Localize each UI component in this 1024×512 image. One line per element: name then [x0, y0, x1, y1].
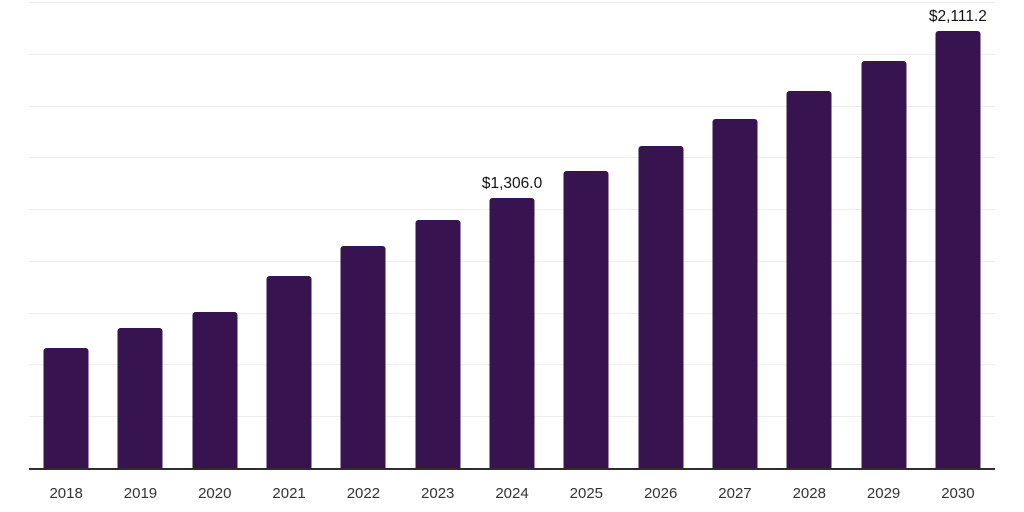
x-tick-label-2030: 2030 [941, 485, 975, 502]
x-tick-label-2028: 2028 [792, 485, 826, 502]
bar-slot-2027 [698, 2, 772, 468]
gridline-2000 [29, 53, 995, 55]
bar-2019 [117, 328, 163, 468]
bar-2020 [192, 311, 238, 468]
x-tick-label-2025: 2025 [569, 485, 604, 502]
bar-2024 [489, 197, 535, 468]
x-tick-label-2026: 2026 [643, 485, 678, 502]
bar-2021 [266, 276, 312, 468]
bar-slot-2028 [772, 2, 846, 468]
x-tick-label-2027: 2027 [718, 485, 752, 502]
x-tick-label-2022: 2022 [346, 485, 381, 502]
bar-slot-2025 [549, 2, 623, 468]
bar-value-label-2030: $2,111.2 [928, 7, 987, 25]
gridline-1500 [29, 157, 995, 159]
x-tick-label-2023: 2023 [421, 485, 455, 502]
bar-2030 [935, 30, 981, 468]
bar-2028 [786, 91, 832, 468]
bar-slot-2022 [326, 2, 400, 468]
bar-slot-2021 [252, 2, 326, 468]
x-tick-label-2018: 2018 [49, 485, 83, 502]
bar-slot-2018 [29, 2, 103, 468]
bar-2026 [638, 145, 684, 468]
x-tick-label-2021: 2021 [272, 485, 306, 502]
bar-slot-2023 [401, 2, 475, 468]
x-tick-label-2020: 2020 [198, 485, 232, 502]
x-axis: 2018 2019 2020 2021 2022 2023 2024 2025 2026 2027… [29, 484, 995, 504]
bar-slot-2024: $1,306.0 [475, 2, 549, 468]
bar-value-label-2024: $1,306.0 [481, 174, 543, 192]
bar-2025 [563, 170, 609, 468]
bar-2018 [43, 348, 89, 468]
gridline-1750 [29, 105, 995, 107]
bar-2023 [415, 219, 461, 468]
bar-2022 [340, 246, 386, 468]
bar-2029 [861, 60, 907, 468]
plot-area: $1,306.0 $2,111.2 [29, 2, 995, 470]
bar-slot-2019 [103, 2, 177, 468]
x-tick-label-2024: 2024 [495, 485, 529, 502]
bar-slot-2026 [624, 2, 698, 468]
gridline-2250 [29, 2, 995, 3]
bar-slot-2020 [178, 2, 252, 468]
bar-slot-2029 [846, 2, 920, 468]
x-tick-label-2019: 2019 [123, 485, 158, 502]
x-tick-label-2029: 2029 [866, 485, 901, 502]
bar-slot-2030: $2,111.2 [921, 2, 995, 468]
bar-2027 [712, 119, 758, 468]
